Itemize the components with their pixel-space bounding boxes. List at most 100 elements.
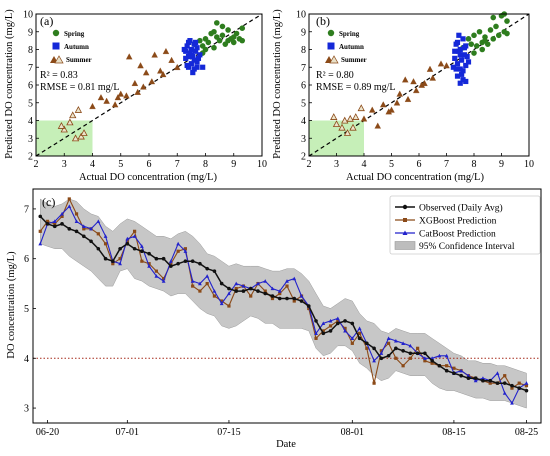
point-observed-25 <box>219 281 224 286</box>
point-catboost-61 <box>481 376 485 380</box>
point-catboost-43 <box>350 336 355 340</box>
y-axis-label-b: Predicted DO concentration (mg/L) <box>272 9 283 159</box>
y-axis-label-a: Predicted DO concentration (mg/L) <box>4 9 15 159</box>
point-xgboost-41 <box>336 319 340 323</box>
point-spring-a-8 <box>216 37 223 44</box>
point-summer-b-11 <box>374 122 382 129</box>
y-tick-label-a-6: 8 <box>28 45 33 56</box>
point-observed-10 <box>111 259 115 263</box>
point-catboost-21 <box>190 279 195 283</box>
point-catboost-20 <box>183 249 188 253</box>
legend-label-observed: Observed (Daily Avg) <box>419 203 503 214</box>
point-observed-13 <box>132 246 137 251</box>
point-summer-b-10 <box>385 108 393 115</box>
point-autumn-a-25 <box>200 64 206 70</box>
point-xgboost-52 <box>416 346 420 350</box>
x-tick-label-c-1: 07-01 <box>116 427 139 438</box>
x-tick-label-b-2: 4 <box>362 159 367 170</box>
point-summer-b-20 <box>349 123 357 131</box>
point-observed-57 <box>452 371 456 376</box>
point-summer-b-2 <box>443 62 450 69</box>
point-xgboost-33 <box>278 291 282 296</box>
y-tick-label-c-3: 6 <box>24 254 29 265</box>
legend-swatch-ci <box>394 241 416 250</box>
x-tick-label-a-6: 8 <box>203 159 208 170</box>
point-observed-63 <box>495 381 500 385</box>
point-xgboost-31 <box>263 289 267 293</box>
point-spring-a-23 <box>239 37 246 44</box>
point-catboost-28 <box>241 284 246 288</box>
point-catboost-60 <box>473 378 478 383</box>
x-axis-label-c: Date <box>276 439 296 450</box>
point-autumn-b-15 <box>457 52 463 58</box>
point-observed-2 <box>52 224 57 229</box>
point-autumn-a-18 <box>190 69 196 76</box>
point-observed-66 <box>517 386 522 390</box>
x-tick-label-a-3: 5 <box>118 159 123 170</box>
legend-marker-catboost <box>402 230 408 235</box>
point-catboost-14 <box>139 244 144 248</box>
point-autumn-b-17 <box>456 32 462 38</box>
point-catboost-58 <box>459 368 464 373</box>
point-observed-27 <box>234 289 238 293</box>
point-spring-b-12 <box>495 32 502 39</box>
point-observed-54 <box>430 358 434 363</box>
point-autumn-a-0 <box>183 55 189 61</box>
point-autumn-b-10 <box>461 52 467 58</box>
point-observed-49 <box>394 346 398 351</box>
point-observed-1 <box>45 222 50 226</box>
point-observed-9 <box>103 256 108 261</box>
point-autumn-b-25 <box>457 66 463 72</box>
point-catboost-49 <box>393 338 398 343</box>
point-summer-b-25 <box>379 101 387 108</box>
point-xgboost-57 <box>452 366 456 370</box>
legend-c: Observed (Daily Avg) XGBoost Prediction … <box>389 195 541 255</box>
legend-marker-autumn-b <box>327 42 335 50</box>
point-catboost-46 <box>372 358 376 363</box>
point-xgboost-19 <box>176 249 180 253</box>
point-summer-b-19 <box>343 129 352 136</box>
point-xgboost-56 <box>445 364 449 368</box>
point-autumn-a-5 <box>188 61 194 67</box>
point-catboost-34 <box>285 279 289 283</box>
point-autumn-a-23 <box>181 46 187 53</box>
point-summer-a-3 <box>157 67 164 74</box>
point-catboost-8 <box>96 219 101 223</box>
panel-label-a: (a) <box>40 14 53 28</box>
point-xgboost-24 <box>212 294 217 298</box>
point-xgboost-67 <box>524 384 529 388</box>
point-observed-7 <box>89 239 93 244</box>
point-observed-14 <box>140 249 144 254</box>
point-autumn-b-8 <box>460 36 466 42</box>
point-summer-a-18 <box>57 121 66 129</box>
point-xgboost-48 <box>387 341 391 345</box>
point-spring-b-20 <box>504 30 510 37</box>
point-xgboost-50 <box>401 364 405 368</box>
y-tick-label-b-2: 4 <box>301 116 306 127</box>
identity-line-a <box>35 13 263 157</box>
point-spring-a-13 <box>230 39 237 46</box>
point-summer-a-13 <box>89 102 96 110</box>
point-spring-a-19 <box>239 25 246 32</box>
point-xgboost-17 <box>162 277 166 281</box>
point-summer-b-7 <box>404 95 412 102</box>
legend-marker-autumn-a <box>52 42 60 50</box>
point-xgboost-62 <box>488 381 492 385</box>
point-catboost-67 <box>524 381 529 385</box>
point-autumn-b-14 <box>454 61 461 67</box>
y-tick-label-c-2: 5 <box>24 304 29 315</box>
point-spring-a-6 <box>211 44 217 51</box>
point-observed-22 <box>198 261 202 266</box>
point-catboost-30 <box>256 281 260 286</box>
point-catboost-41 <box>335 316 340 321</box>
legend-box-c <box>389 195 541 255</box>
r2-label-b: R² = 0.80 <box>316 70 354 81</box>
point-summer-b-8 <box>393 99 401 106</box>
legend-b: Spring Autumn Summer <box>325 29 367 64</box>
point-summer-a-0 <box>159 71 167 78</box>
point-catboost-35 <box>292 276 297 281</box>
point-spring-b-15 <box>504 18 510 24</box>
point-summer-b-15 <box>341 116 349 124</box>
point-catboost-13 <box>132 234 137 238</box>
